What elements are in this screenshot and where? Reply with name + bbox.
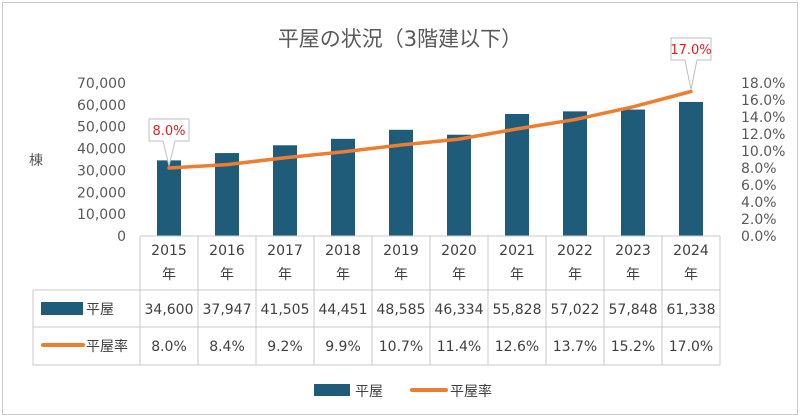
category-label: 2019 年 <box>383 243 419 283</box>
bar-value-label: 61,338 <box>667 302 716 318</box>
bar-value-label: 57,022 <box>551 302 600 318</box>
y2-tick-label: 14.0% <box>741 110 785 126</box>
y-tick-label: 60,000 <box>77 98 126 114</box>
line-value-label: 10.7% <box>379 339 423 355</box>
callout-box <box>148 118 190 167</box>
y2-tick-label: 10.0% <box>741 144 785 160</box>
data-table: 2015 年 2016 年 2017 年 2018 年 2019 年 2020 年 2021 年 2022 年… <box>32 235 721 366</box>
legend: 平屋 平屋率 <box>314 383 492 400</box>
line-value-label: 12.6% <box>495 339 539 355</box>
bar-value-label: 41,505 <box>261 302 310 318</box>
y-tick-label: 30,000 <box>77 163 126 179</box>
line-value-label: 17.0% <box>669 339 713 355</box>
bar-value-label: 34,600 <box>145 302 194 318</box>
line-value-label: 11.4% <box>437 339 481 355</box>
callout-box <box>670 37 712 90</box>
y2-tick-label: 18.0% <box>741 76 785 92</box>
y-axis-ticks: 0 10,000 20,000 30,000 40,000 50,000 60,000 70,… <box>77 76 126 245</box>
table-key-bar <box>41 302 83 315</box>
y-tick-label: 20,000 <box>77 185 126 201</box>
y-tick-label: 10,000 <box>77 207 126 223</box>
line-series <box>167 89 693 170</box>
category-label: 2021 年 <box>499 243 535 283</box>
line-value-label: 9.2% <box>267 339 303 355</box>
bar <box>157 160 181 236</box>
category-label: 2018 年 <box>325 243 361 283</box>
bar-value-label: 46,334 <box>435 302 484 318</box>
bar-value-label: 48,585 <box>377 302 426 318</box>
bar <box>215 153 239 236</box>
category-label: 2017 年 <box>267 243 303 283</box>
y2-tick-label: 12.0% <box>741 127 785 143</box>
category-label: 2023 年 <box>615 243 651 283</box>
y2-axis-ticks: 0.0%2.0%4.0%6.0%8.0%10.0%12.0%14.0%16.0%… <box>741 76 785 245</box>
y-tick-label: 50,000 <box>77 120 126 136</box>
line-value-label: 13.7% <box>553 339 597 355</box>
y-axis-label: 棟 <box>29 153 43 169</box>
callout-label: 17.0% <box>670 43 711 58</box>
y2-tick-label: 0.0% <box>741 229 777 245</box>
bar-value-label: 55,828 <box>493 302 542 318</box>
table-row-label: 平屋率 <box>86 338 128 355</box>
bar <box>563 111 587 236</box>
bar-value-label: 44,451 <box>319 302 368 318</box>
y2-tick-label: 6.0% <box>741 178 777 194</box>
line-value-label: 15.2% <box>611 339 655 355</box>
callouts: 8.0% 17.0% <box>148 37 712 167</box>
bar <box>447 134 471 236</box>
legend-label: 平屋 <box>355 384 383 400</box>
bar <box>679 101 703 237</box>
chart-title: 平屋の状況（3階建以下） <box>278 27 522 51</box>
table-row-label: 平屋 <box>86 302 114 318</box>
category-label: 2024 年 <box>673 243 709 283</box>
bar-series <box>157 101 703 237</box>
bar-value-label: 57,848 <box>609 302 658 318</box>
bar <box>331 138 355 236</box>
category-label: 2015 年 <box>151 243 187 283</box>
line-value-label: 8.4% <box>209 339 245 355</box>
y2-tick-label: 2.0% <box>741 212 777 228</box>
line-value-label: 9.9% <box>325 339 361 355</box>
bar <box>621 109 645 236</box>
y2-tick-label: 8.0% <box>741 161 777 177</box>
y2-tick-label: 16.0% <box>741 93 785 109</box>
y-tick-label: 70,000 <box>77 76 126 92</box>
line-value-label: 8.0% <box>151 339 187 355</box>
legend-label: 平屋率 <box>450 383 492 400</box>
series-line <box>167 89 693 170</box>
bar-value-label: 37,947 <box>203 302 252 318</box>
y2-tick-label: 4.0% <box>741 195 777 211</box>
bar <box>505 113 529 236</box>
chart-canvas: 平屋の状況（3階建以下） 棟 0 10,000 20,000 30,000 40,000… <box>29 27 785 400</box>
legend-key-bar <box>314 384 350 396</box>
category-label: 2020 年 <box>441 243 477 283</box>
y-tick-label: 40,000 <box>77 142 126 158</box>
callout-label: 8.0% <box>152 124 185 139</box>
category-label: 2022 年 <box>557 243 593 283</box>
category-label: 2016 年 <box>209 243 245 283</box>
y-tick-label: 0 <box>117 229 126 245</box>
